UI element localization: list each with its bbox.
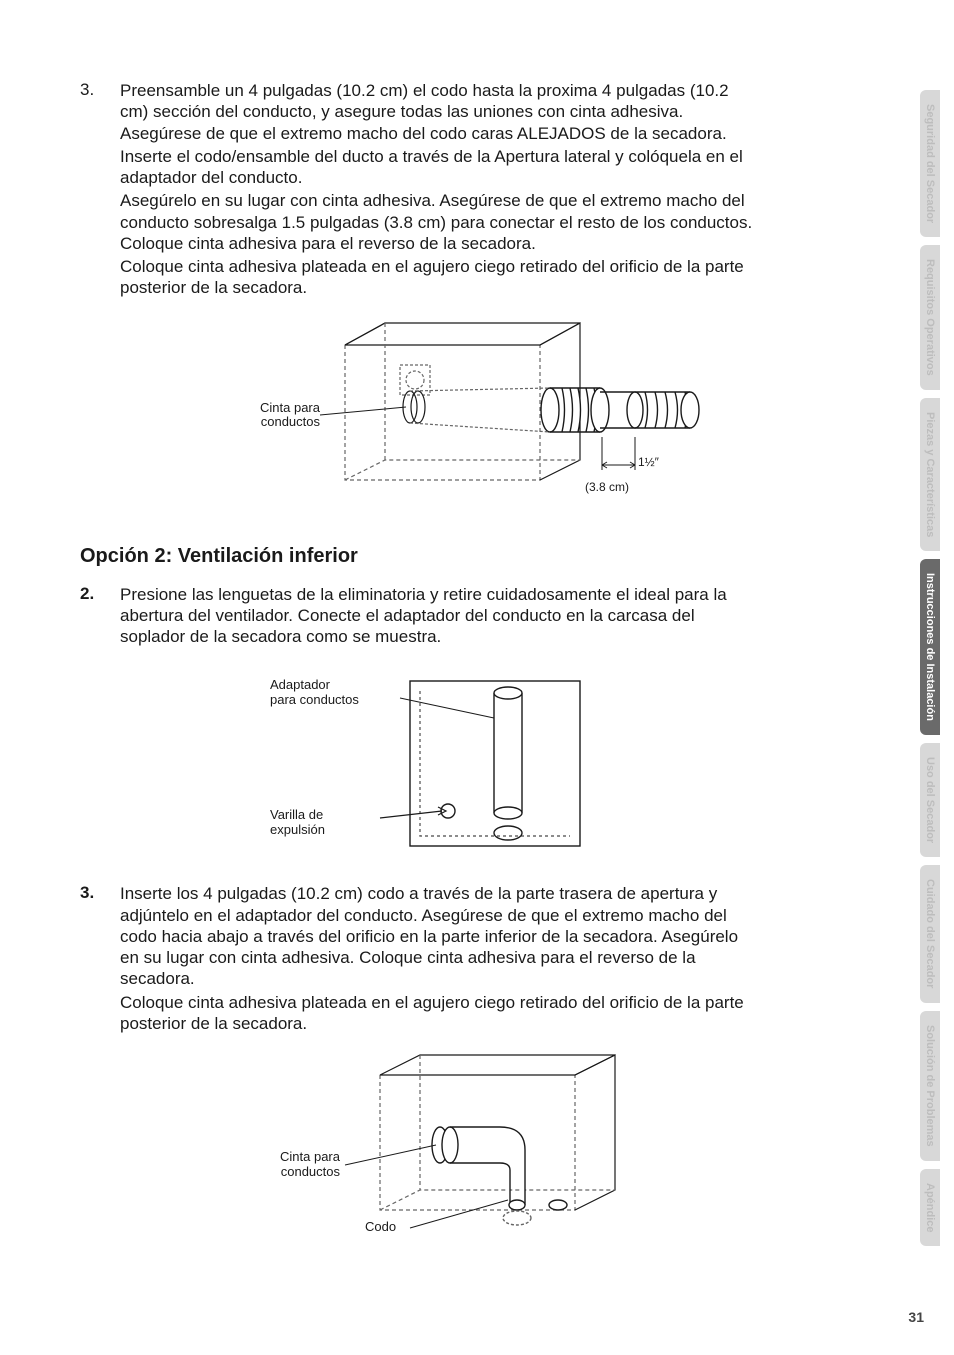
tab-seguridad[interactable]: Seguridad del Secador <box>920 90 940 237</box>
diagram-dim-bottom: (3.8 cm) <box>585 480 629 494</box>
tab-uso[interactable]: Uso del Secador <box>920 743 940 857</box>
step-para: Inserte los 4 pulgadas (10.2 cm) codo a … <box>120 883 760 989</box>
tab-instrucciones[interactable]: Instrucciones de Instalación <box>920 559 940 735</box>
diagram-2-svg <box>80 663 780 863</box>
tab-cuidado[interactable]: Cuidado del Secador <box>920 865 940 1002</box>
tab-requisitos[interactable]: Requisitos Operativos <box>920 245 940 390</box>
diagram-label-rod: Varilla de expulsión <box>270 808 380 838</box>
step-number: 2. <box>80 584 120 650</box>
step-para: Presione las lenguetas de la eliminatori… <box>120 584 760 648</box>
diagram-dim-top: 1½″ <box>638 455 659 469</box>
option-2-title: Opción 2: Ventilación inferior <box>80 545 760 568</box>
step-number: 3. <box>80 80 120 301</box>
page-number: 31 <box>908 1309 924 1325</box>
step-para: Coloque cinta adhesiva plateada en el ag… <box>120 256 760 299</box>
diagram-label-tape: Cinta para conductos <box>170 401 320 431</box>
side-tabs: Seguridad del Secador Requisitos Operati… <box>920 90 954 1254</box>
diagram-2: Adaptador para conductos Varilla de expu… <box>80 663 760 863</box>
step-body: Presione las lenguetas de la eliminatori… <box>120 584 760 650</box>
step-number: 3. <box>80 883 120 1036</box>
step-para: Inserte el codo/ensamble del ducto a tra… <box>120 146 760 189</box>
step-3-bottom: 3. Inserte los 4 pulgadas (10.2 cm) codo… <box>80 883 760 1036</box>
step-para: Coloque cinta adhesiva plateada en el ag… <box>120 992 760 1035</box>
step-body: Preensamble un 4 pulgadas (10.2 cm) el c… <box>120 80 760 301</box>
diagram-label-elbow: Codo <box>365 1220 396 1235</box>
tab-apendice[interactable]: Apéndice <box>920 1169 940 1247</box>
diagram-3: Cinta para conductos Codo <box>80 1050 760 1240</box>
tab-piezas[interactable]: Piezas y Características <box>920 398 940 551</box>
diagram-3-svg <box>80 1050 780 1240</box>
diagram-label-adapter: Adaptador para conductos <box>270 678 400 708</box>
tab-solucion[interactable]: Solución de Problemas <box>920 1011 940 1161</box>
diagram-label-tape: Cinta para conductos <box>200 1150 340 1180</box>
step-2: 2. Presione las lenguetas de la eliminat… <box>80 584 760 650</box>
step-para: Asegúrelo en su lugar con cinta adhesiva… <box>120 190 760 254</box>
step-body: Inserte los 4 pulgadas (10.2 cm) codo a … <box>120 883 760 1036</box>
page-content: 3. Preensamble un 4 pulgadas (10.2 cm) e… <box>0 0 830 1300</box>
diagram-1: Cinta para conductos 1½″ (3.8 cm) <box>80 315 760 525</box>
step-para: Preensamble un 4 pulgadas (10.2 cm) el c… <box>120 80 760 144</box>
step-3-top: 3. Preensamble un 4 pulgadas (10.2 cm) e… <box>80 80 760 301</box>
